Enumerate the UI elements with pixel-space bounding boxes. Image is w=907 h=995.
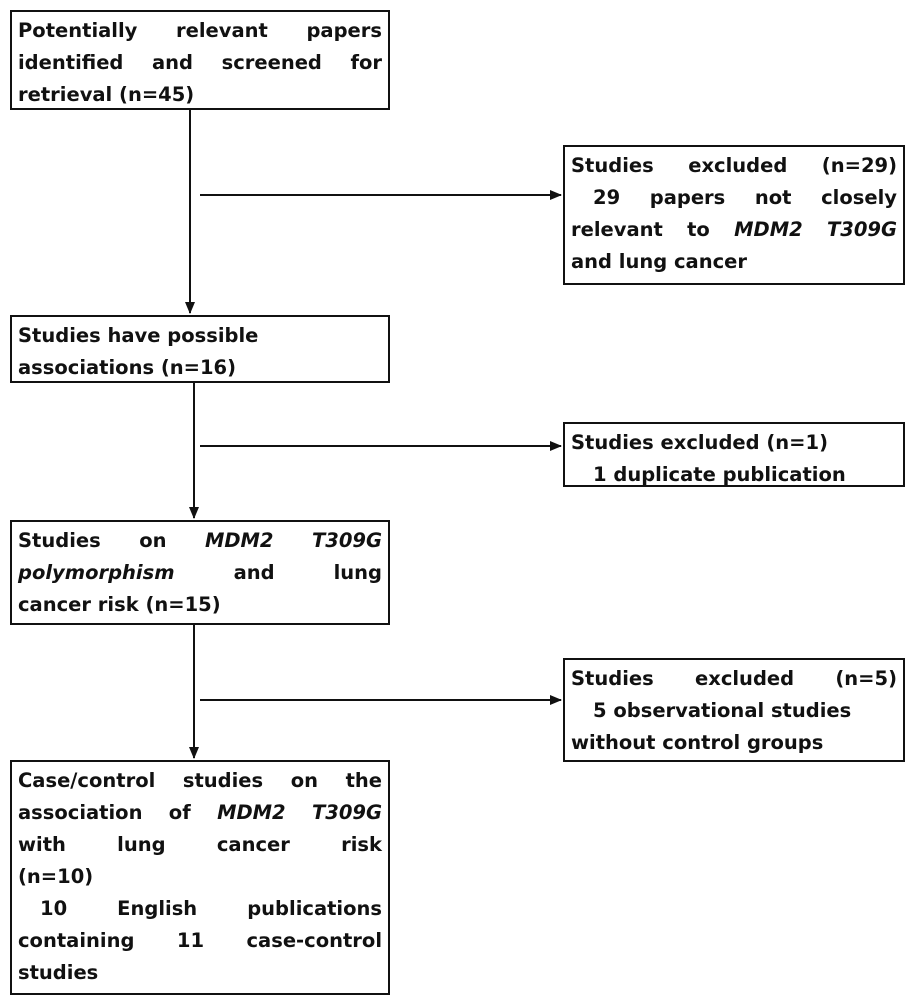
text-run: containing 11 case-control bbox=[18, 929, 382, 952]
text-run: association of bbox=[18, 801, 218, 824]
text-line: Potentially relevant papers bbox=[18, 15, 382, 47]
text-line: 5 observational studies bbox=[571, 695, 897, 727]
flow-box: Studies on MDM2 T309G polymorphism and lu… bbox=[10, 520, 390, 625]
text-run: and lung cancer bbox=[571, 250, 747, 273]
text-line: associations (n=16) bbox=[18, 352, 382, 384]
text-line: containing 11 case-control bbox=[18, 925, 382, 957]
text-run: MDM2 T309G bbox=[204, 529, 382, 552]
flow-box: Studies excluded (n=29) 29 papers not clo… bbox=[563, 145, 905, 285]
text-run: associations (n=16) bbox=[18, 356, 237, 379]
text-run: retrieval (n=45) bbox=[18, 83, 195, 106]
text-run: 5 observational studies bbox=[593, 699, 852, 722]
text-run: Studies have possible bbox=[18, 324, 259, 347]
text-line: Studies excluded (n=5) bbox=[571, 663, 897, 695]
flow-box: Studies excluded (n=1) 1 duplicate public… bbox=[563, 422, 905, 487]
flow-box: Studies excluded (n=5) 5 observational st… bbox=[563, 658, 905, 762]
text-line: identified and screened for bbox=[18, 47, 382, 79]
text-run: Studies excluded (n=29) bbox=[571, 154, 897, 177]
text-run: Potentially relevant papers bbox=[18, 19, 382, 42]
text-run: polymorphism bbox=[18, 561, 175, 584]
text-run: MDM2 T309G bbox=[217, 801, 382, 824]
text-line: Studies excluded (n=29) bbox=[571, 150, 897, 182]
text-line: and lung cancer bbox=[571, 246, 897, 278]
text-run: relevant to bbox=[571, 218, 735, 241]
text-run: Studies on bbox=[18, 529, 205, 552]
flow-box: Case/control studies on the association o… bbox=[10, 760, 390, 995]
text-run: Case/control studies on the bbox=[18, 769, 382, 792]
flow-box: Potentially relevant papers identified an… bbox=[10, 10, 390, 110]
text-run: Studies excluded (n=5) bbox=[571, 667, 897, 690]
text-run: without control groups bbox=[571, 731, 824, 754]
text-run: (n=10) bbox=[18, 865, 94, 888]
flow-box: Studies have possible associations (n=16) bbox=[10, 315, 390, 383]
text-run: 10 English publications bbox=[40, 897, 382, 920]
text-line: retrieval (n=45) bbox=[18, 79, 382, 111]
text-line: with lung cancer risk bbox=[18, 829, 382, 861]
text-run: identified and screened for bbox=[18, 51, 382, 74]
text-run: with lung cancer risk bbox=[18, 833, 382, 856]
text-run: Studies excluded (n=1) bbox=[571, 431, 828, 454]
text-run: studies bbox=[18, 961, 99, 984]
text-line: Case/control studies on the bbox=[18, 765, 382, 797]
text-line: polymorphism and lung bbox=[18, 557, 382, 589]
text-run: MDM2 T309G bbox=[734, 218, 897, 241]
text-line: Studies on MDM2 T309G bbox=[18, 525, 382, 557]
text-run: and lung bbox=[174, 561, 382, 584]
text-line: (n=10) bbox=[18, 861, 382, 893]
text-run: 1 duplicate publication bbox=[593, 463, 846, 486]
text-line: without control groups bbox=[571, 727, 897, 759]
text-line: 1 duplicate publication bbox=[571, 459, 897, 491]
text-line: 29 papers not closely bbox=[571, 182, 897, 214]
text-line: Studies have possible bbox=[18, 320, 382, 352]
text-run: 29 papers not closely bbox=[593, 186, 897, 209]
text-line: association of MDM2 T309G bbox=[18, 797, 382, 829]
text-line: Studies excluded (n=1) bbox=[571, 427, 897, 459]
text-line: cancer risk (n=15) bbox=[18, 589, 382, 621]
text-run: cancer risk (n=15) bbox=[18, 593, 221, 616]
text-line: studies bbox=[18, 957, 382, 989]
text-line: relevant to MDM2 T309G bbox=[571, 214, 897, 246]
text-line: 10 English publications bbox=[18, 893, 382, 925]
